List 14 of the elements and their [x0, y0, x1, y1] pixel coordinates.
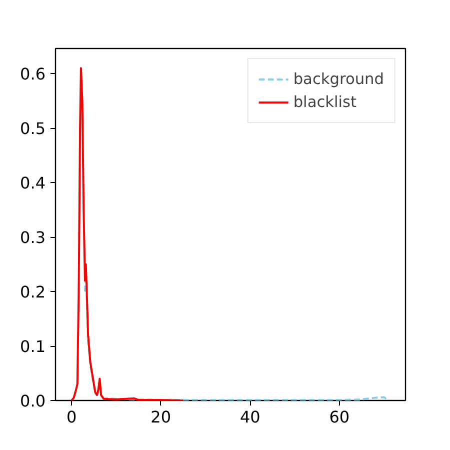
y-tick-label: 0.1: [20, 337, 46, 356]
x-tick-label: 20: [150, 408, 172, 426]
legend-label: background: [293, 70, 384, 88]
legend-label: blacklist: [293, 93, 357, 111]
y-tick-label: 0.0: [20, 392, 46, 410]
y-tick-label: 0.5: [20, 119, 46, 138]
y-tick-label: 0.4: [20, 174, 46, 193]
line-series: [70, 67, 184, 400]
y-tick-label: 0.6: [20, 64, 46, 84]
x-tick-label: 0: [66, 408, 77, 426]
y-tick-label: 0.2: [20, 282, 46, 302]
x-tick-label: 60: [329, 408, 350, 426]
x-tick-label: 40: [240, 408, 260, 426]
y-tick-label: 0.3: [20, 228, 46, 248]
